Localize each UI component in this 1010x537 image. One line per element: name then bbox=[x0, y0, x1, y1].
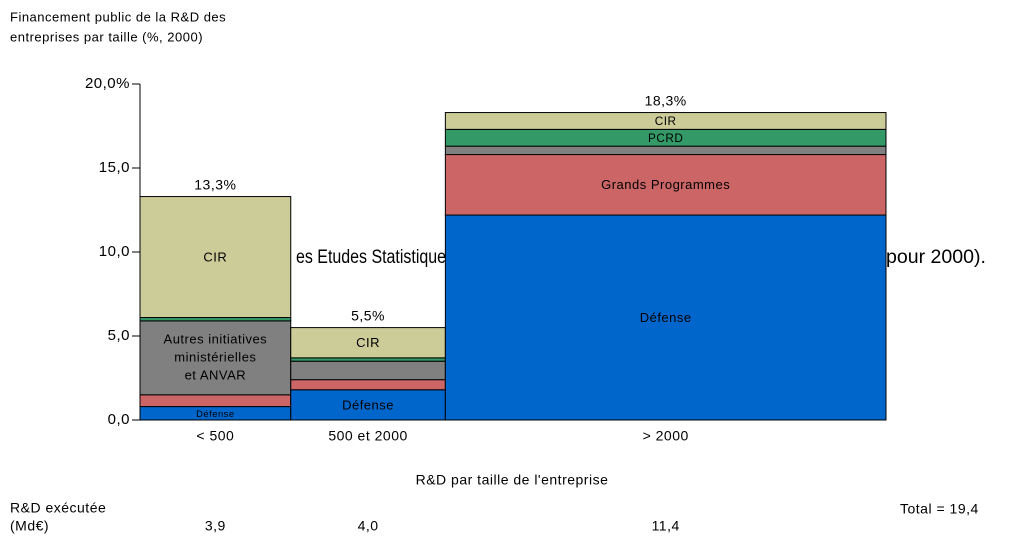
width-label: 11,4 bbox=[652, 518, 680, 534]
segment-label: Défense bbox=[342, 397, 394, 412]
total-label: 13,3% bbox=[194, 176, 236, 192]
chart-title: Financement public de la R&D des bbox=[10, 9, 226, 24]
total-text: Total = 19,4 bbox=[900, 501, 979, 517]
segment-label: PCRD bbox=[648, 132, 683, 145]
x-tick-label: 500 et 2000 bbox=[328, 428, 407, 444]
bar-segment bbox=[139, 317, 292, 322]
width-label: 3,9 bbox=[205, 518, 226, 534]
bar-segment bbox=[290, 389, 446, 421]
segment-label: Défense bbox=[196, 408, 234, 419]
y-tick-label: 0,0 bbox=[108, 411, 130, 428]
bar-segment bbox=[139, 394, 292, 408]
segment-label: CIR bbox=[655, 115, 677, 128]
segment-label: CIR bbox=[203, 249, 227, 264]
bar-segment bbox=[290, 379, 446, 391]
segment-label: Autres initiatives bbox=[164, 331, 268, 346]
bar-segment bbox=[444, 145, 887, 156]
segment-label: Défense bbox=[640, 310, 692, 325]
overlay-text: es Etudes Statistiques bbox=[296, 247, 454, 268]
segment-label: et ANVAR bbox=[185, 367, 247, 382]
chart-title: entreprises par taille (%, 2000) bbox=[10, 29, 203, 44]
y-tick-label: 5,0 bbox=[108, 327, 130, 344]
bar-segment bbox=[444, 112, 887, 130]
total-label: 18,3% bbox=[645, 92, 687, 108]
segment-label: Grands Programmes bbox=[601, 177, 730, 192]
y-tick-label: 10,0 bbox=[99, 243, 130, 260]
width-label: 4,0 bbox=[358, 518, 379, 534]
y-tick-label: 20,0% bbox=[85, 75, 130, 92]
width-title: R&D exécutée bbox=[10, 500, 106, 516]
total-label: 5,5% bbox=[351, 307, 385, 323]
segment-label: ministérielles bbox=[174, 349, 256, 364]
overlay-text: pour 2000). bbox=[886, 247, 986, 268]
x-axis-title: R&D par taille de l'entreprise bbox=[416, 472, 609, 488]
y-tick-label: 15,0 bbox=[99, 159, 130, 176]
bar-segment bbox=[290, 360, 446, 381]
x-tick-label: > 2000 bbox=[643, 428, 689, 444]
bar-segment bbox=[139, 196, 292, 319]
width-title: (Md€) bbox=[10, 518, 49, 534]
bar-segment bbox=[290, 327, 446, 359]
bar-segment bbox=[444, 154, 887, 216]
x-tick-label: < 500 bbox=[196, 428, 234, 444]
bar-segment bbox=[290, 357, 446, 362]
bar-segment bbox=[139, 320, 292, 396]
segment-label: CIR bbox=[356, 335, 380, 350]
